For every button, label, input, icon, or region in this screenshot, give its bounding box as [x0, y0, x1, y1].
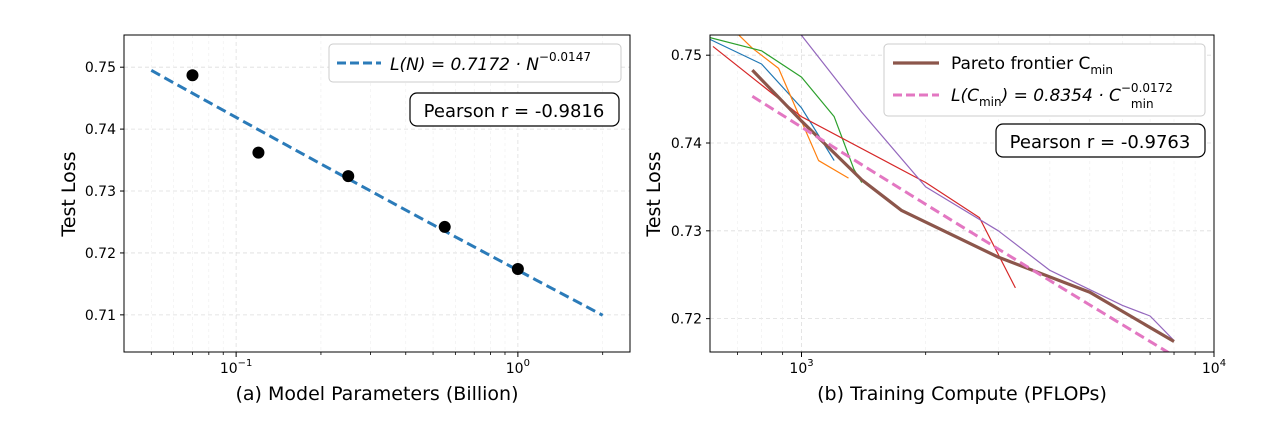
annotation-text: Pearson r = -0.9816	[424, 101, 605, 122]
x-tick-exponent: −1	[238, 358, 253, 369]
data-point	[511, 263, 524, 276]
y-ticks: 0.72 0.73 0.74 0.75	[671, 48, 710, 328]
series-line	[712, 45, 1016, 289]
plot-frame	[709, 34, 1215, 353]
annotation-box	[409, 92, 620, 127]
grid	[124, 35, 630, 352]
x-tick-base: 10	[1202, 361, 1220, 377]
x-tick-label: 103	[789, 358, 813, 377]
y-tick-label: 0.74	[85, 122, 116, 138]
y-tick-label: 0.72	[85, 246, 116, 262]
legend-fit-part2: ) = 0.8354 · C	[1000, 86, 1121, 106]
pearson-annotation: Pearson r = -0.9763	[995, 123, 1206, 158]
x-axis-label: (a) Model Parameters (Billion)	[235, 383, 518, 405]
series-line	[800, 35, 1175, 341]
data-points	[186, 69, 524, 276]
legend-label-fit: L(Cmin) = 0.8354 · C−0.0172 min	[951, 81, 1173, 111]
y-axis-label: Test Loss	[58, 151, 80, 237]
x-tick-base: 10	[220, 361, 238, 377]
x-tick-exponent: 0	[524, 358, 530, 369]
panel-a: 0.710.720.730.740.75 10−1 100 (a) Model P…	[58, 34, 631, 405]
x-tick-exponent: 4	[1220, 358, 1226, 369]
fit-line	[751, 94, 1171, 352]
x-tick-exponent: 3	[807, 358, 813, 369]
x-tick-label: 104	[1202, 358, 1226, 377]
data-point	[438, 220, 451, 233]
legend-fit-sub1: min	[979, 95, 1002, 109]
data-point	[342, 170, 355, 183]
fit-line-path	[751, 94, 1171, 352]
legend-fit-exponent: −0.0172	[1121, 81, 1173, 95]
legend: L(N) = 0.7172 · N−0.0147	[328, 43, 622, 83]
x-ticks: 10−1 100	[150, 352, 604, 377]
series-line	[710, 38, 835, 161]
y-tick-label: 0.75	[85, 60, 116, 76]
y-tick-label: 0.75	[671, 48, 702, 64]
pareto-frontier-line	[751, 69, 1175, 343]
x-axis-label: (b) Training Compute (PFLOPs)	[817, 383, 1107, 405]
fit-line	[150, 69, 604, 317]
pearson-annotation: Pearson r = -0.9816	[409, 92, 620, 127]
legend-box	[883, 43, 1206, 117]
y-axis-label: Test Loss	[643, 151, 665, 237]
legend-fit-exponent: −0.0147	[539, 50, 591, 64]
y-tick-label: 0.74	[671, 136, 702, 152]
fit-line-path	[150, 69, 604, 317]
legend-label-fit: L(N) = 0.7172 · N−0.0147	[390, 50, 591, 75]
legend: Pareto frontier Cmin L(Cmin) = 0.8354 · …	[883, 43, 1206, 117]
y-tick-label: 0.72	[671, 312, 702, 328]
y-tick-label: 0.73	[85, 184, 116, 200]
legend-pareto-sub: min	[1090, 63, 1113, 77]
legend-fit-main: L(N) = 0.7172 · N	[390, 55, 539, 75]
x-tick-base: 10	[506, 361, 524, 377]
x-tick-label: 100	[506, 358, 530, 377]
y-tick-label: 0.71	[85, 308, 116, 324]
annotation-text: Pearson r = -0.9763	[1010, 132, 1191, 153]
y-tick-label: 0.73	[671, 224, 702, 240]
x-tick-label: 10−1	[220, 358, 253, 377]
plot-frame	[123, 34, 631, 353]
data-point	[252, 146, 265, 159]
annotation-box	[995, 123, 1206, 158]
series-lines	[710, 35, 1175, 343]
legend-box	[328, 43, 622, 83]
legend-fit-sub2: min	[1131, 97, 1154, 111]
series-line	[737, 35, 849, 179]
legend-pareto-main: Pareto frontier C	[951, 54, 1090, 74]
panel-b: 0.720.730.740.75 103 104 (b) Training Com…	[643, 34, 1226, 405]
y-ticks: 0.71 0.72 0.73 0.74 0.75	[85, 60, 124, 324]
x-tick-base: 10	[789, 361, 807, 377]
legend-label-pareto: Pareto frontier Cmin	[951, 54, 1113, 77]
data-point	[186, 69, 199, 82]
legend-fit-part1: L(C	[951, 86, 979, 106]
x-ticks: 103 104	[737, 352, 1226, 377]
